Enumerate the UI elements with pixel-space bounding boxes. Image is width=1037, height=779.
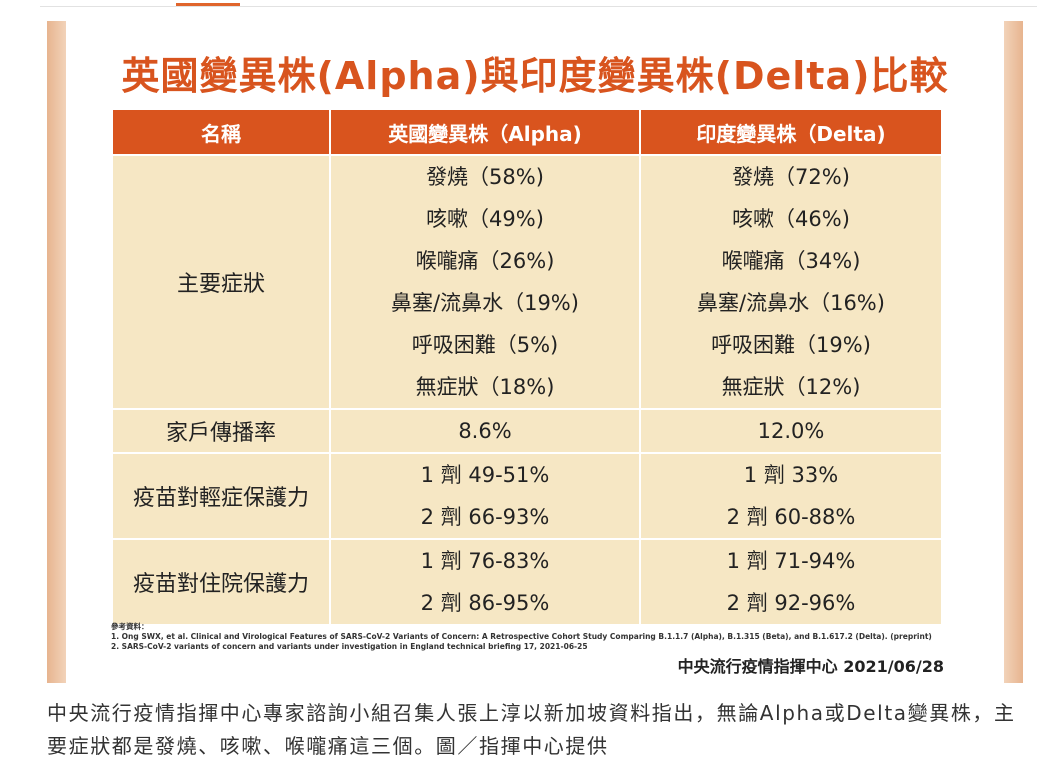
alpha-symptom-asymptomatic: 無症狀（18%)	[415, 375, 555, 399]
household-delta: 12.0%	[641, 410, 941, 452]
delta-symptom-sore-throat: 喉嚨痛（34%)	[721, 249, 861, 273]
delta-symptom-breathing: 呼吸困難（19%)	[711, 333, 871, 357]
alpha-symptom-runny-nose: 鼻塞/流鼻水（19%)	[391, 291, 579, 315]
row-hospital-protection: 疫苗對住院保護力 1 劑 76-83% 2 劑 86-95% 1 劑 71-94…	[113, 540, 941, 624]
comparison-table: 名稱 英國變異株（Alpha) 印度變異株（Delta) 主要症狀 發燒（58%…	[111, 108, 943, 626]
hospital-delta-dose2: 2 劑 92-96%	[726, 591, 856, 615]
figure-left-border	[47, 21, 66, 683]
row-mild-protection: 疫苗對輕症保護力 1 劑 49-51% 2 劑 66-93% 1 劑 33% 2…	[113, 454, 941, 538]
alpha-symptom-fever: 發燒（58%)	[426, 165, 544, 189]
mild-protection-delta: 1 劑 33% 2 劑 60-88%	[641, 454, 941, 538]
mild-alpha-dose1: 1 劑 49-51%	[420, 463, 550, 487]
hospital-protection-alpha: 1 劑 76-83% 2 劑 86-95%	[331, 540, 639, 624]
mild-alpha-dose2: 2 劑 66-93%	[420, 505, 550, 529]
reference-2: 2. SARS-CoV-2 variants of concern and va…	[111, 642, 588, 651]
delta-symptom-cough: 咳嗽（46%)	[732, 207, 850, 231]
top-divider	[40, 6, 1037, 7]
hospital-alpha-dose1: 1 劑 76-83%	[420, 549, 550, 573]
household-alpha: 8.6%	[331, 410, 639, 452]
reference-1: 1. Ong SWX, et al. Clinical and Virologi…	[111, 632, 932, 641]
hospital-protection-delta: 1 劑 71-94% 2 劑 92-96%	[641, 540, 941, 624]
comparison-figure: 英國變異株(Alpha)與印度變異株(Delta)比較 名稱 英國變異株（Alp…	[47, 21, 1023, 683]
delta-symptom-fever: 發燒（72%)	[732, 165, 850, 189]
hospital-alpha-dose2: 2 劑 86-95%	[420, 591, 550, 615]
active-tab-indicator	[176, 3, 240, 6]
household-label: 家戶傳播率	[113, 410, 329, 452]
delta-symptom-runny-nose: 鼻塞/流鼻水（16%)	[697, 291, 885, 315]
header-delta: 印度變異株（Delta)	[641, 110, 941, 154]
references-heading: 參考資料：	[111, 622, 149, 631]
references: 參考資料： 1. Ong SWX, et al. Clinical and Vi…	[111, 622, 971, 652]
table-header-row: 名稱 英國變異株（Alpha) 印度變異株（Delta)	[113, 110, 941, 154]
figure-title: 英國變異株(Alpha)與印度變異株(Delta)比較	[121, 54, 949, 98]
mild-protection-label: 疫苗對輕症保護力	[113, 454, 329, 538]
mild-protection-alpha: 1 劑 49-51% 2 劑 66-93%	[331, 454, 639, 538]
image-caption: 中央流行疫情指揮中心專家諮詢小組召集人張上淳以新加坡資料指出，無論Alpha或D…	[47, 701, 1016, 758]
alpha-symptom-breathing: 呼吸困難（5%)	[411, 333, 559, 357]
figure-right-border	[1004, 21, 1023, 683]
household-delta-value: 12.0%	[757, 419, 825, 443]
household-alpha-value: 8.6%	[458, 419, 512, 443]
hospital-protection-label: 疫苗對住院保護力	[113, 540, 329, 624]
alpha-symptom-cough: 咳嗽（49%)	[426, 207, 544, 231]
symptoms-delta: 發燒（72%) 咳嗽（46%) 喉嚨痛（34%) 鼻塞/流鼻水（16%) 呼吸困…	[641, 156, 941, 408]
symptoms-label: 主要症狀	[113, 156, 329, 408]
delta-symptom-asymptomatic: 無症狀（12%)	[721, 375, 861, 399]
hospital-delta-dose1: 1 劑 71-94%	[726, 549, 856, 573]
header-alpha: 英國變異株（Alpha)	[331, 110, 639, 154]
row-symptoms: 主要症狀 發燒（58%) 咳嗽（49%) 喉嚨痛（26%) 鼻塞/流鼻水（19%…	[113, 156, 941, 408]
row-household-transmission: 家戶傳播率 8.6% 12.0%	[113, 410, 941, 452]
mild-delta-dose2: 2 劑 60-88%	[726, 505, 856, 529]
header-name: 名稱	[113, 110, 329, 154]
figure-source: 中央流行疫情指揮中心 2021/06/28	[677, 657, 944, 676]
mild-delta-dose1: 1 劑 33%	[743, 463, 839, 487]
alpha-symptom-sore-throat: 喉嚨痛（26%)	[415, 249, 555, 273]
symptoms-alpha: 發燒（58%) 咳嗽（49%) 喉嚨痛（26%) 鼻塞/流鼻水（19%) 呼吸困…	[331, 156, 639, 408]
